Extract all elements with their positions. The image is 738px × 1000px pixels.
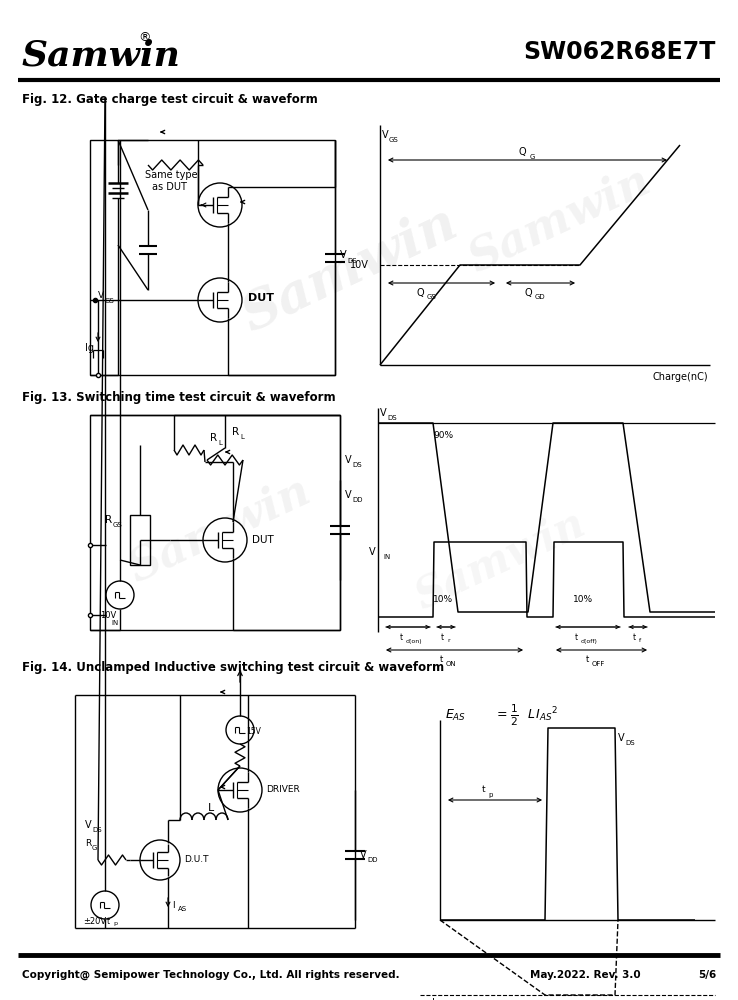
Text: Samwin: Samwin [22,38,181,72]
Text: Same type: Same type [145,170,198,180]
Text: t: t [440,656,444,664]
Text: f: f [639,639,641,644]
Text: GS: GS [105,298,114,304]
Text: 15V: 15V [246,728,261,736]
Text: GS: GS [389,137,399,143]
Text: =: = [497,708,508,722]
Text: DS: DS [92,827,102,833]
Circle shape [198,278,242,322]
Text: L: L [218,440,222,446]
Text: t: t [107,916,110,926]
Text: DD: DD [352,497,362,503]
Text: Samwin: Samwin [234,198,466,342]
Text: t: t [482,786,486,794]
Text: Samwin: Samwin [123,469,318,591]
Text: 10%: 10% [573,594,593,603]
Text: d(on): d(on) [406,639,423,644]
Text: V: V [618,733,624,743]
Text: G: G [92,845,97,851]
Text: 10V: 10V [100,610,117,619]
Text: t: t [586,656,589,664]
Text: GS: GS [113,522,123,528]
Text: DS: DS [625,740,635,746]
Text: Q: Q [519,147,526,157]
Bar [130,515,150,565]
Text: Fig. 14. Unclamped Inductive switching test circuit & waveform: Fig. 14. Unclamped Inductive switching t… [22,662,444,674]
Text: R: R [105,515,112,525]
Text: OFF: OFF [592,661,605,667]
Text: Q: Q [416,288,424,298]
Circle shape [203,518,247,562]
Bar [90,415,340,630]
Text: May.2022. Rev. 3.0: May.2022. Rev. 3.0 [530,970,641,980]
Text: Q: Q [524,288,532,298]
Text: D.U.T: D.U.T [184,856,209,864]
Text: DD: DD [367,857,378,863]
Circle shape [218,768,262,812]
Text: L: L [208,803,214,813]
Text: r: r [447,639,449,644]
Text: DUT: DUT [248,293,274,303]
Text: V: V [98,290,104,300]
Text: t: t [441,633,444,642]
Text: 10V: 10V [350,260,369,270]
Text: Copyright@ Semipower Technology Co., Ltd. All rights reserved.: Copyright@ Semipower Technology Co., Ltd… [22,970,399,980]
Text: V: V [345,490,351,500]
Text: t: t [633,633,636,642]
Text: V: V [382,130,389,140]
Text: DRIVER: DRIVER [266,786,300,794]
Text: as DUT: as DUT [152,182,187,192]
Text: DS: DS [352,462,362,468]
Text: $L\,I_{AS}{}^{2}$: $L\,I_{AS}{}^{2}$ [527,706,559,724]
Text: V: V [370,547,376,557]
Text: 5/6: 5/6 [697,970,716,980]
Circle shape [226,716,254,744]
Text: IN: IN [111,620,118,626]
Text: R: R [85,838,92,848]
Text: GS: GS [427,294,437,300]
Text: I: I [172,900,175,910]
Text: V: V [85,820,92,830]
Text: L: L [240,434,244,440]
Text: V: V [340,250,347,260]
Text: p: p [113,922,117,926]
Text: V: V [345,455,351,465]
Text: Fig. 13. Switching time test circuit & waveform: Fig. 13. Switching time test circuit & w… [22,391,336,404]
Text: $\frac{1}{2}$: $\frac{1}{2}$ [510,702,519,728]
Text: 10%: 10% [433,594,453,603]
Text: I: I [432,998,435,1000]
Text: R: R [210,433,217,443]
Text: d(off): d(off) [581,639,598,644]
Text: ±20V: ±20V [83,916,106,926]
Text: AS: AS [178,906,187,912]
Circle shape [140,840,180,880]
Text: SW062R68E7T: SW062R68E7T [524,40,716,64]
Text: ON: ON [446,661,457,667]
Text: Ig: Ig [85,343,94,353]
Text: DS: DS [347,258,356,264]
Text: G: G [529,154,535,160]
Circle shape [106,581,134,609]
Text: $E_{AS}$: $E_{AS}$ [445,707,466,723]
Text: DUT: DUT [252,535,274,545]
Text: IN: IN [383,554,390,560]
Text: R: R [232,427,239,437]
Text: t: t [575,633,578,642]
Circle shape [91,891,119,919]
Text: DS: DS [387,415,396,421]
Text: Fig. 12. Gate charge test circuit & waveform: Fig. 12. Gate charge test circuit & wave… [22,94,318,106]
Text: p: p [488,792,492,798]
Bar [90,140,335,375]
Text: 90%: 90% [433,430,453,440]
Text: Samwin: Samwin [462,159,658,281]
Circle shape [198,183,242,227]
Text: GD: GD [535,294,545,300]
Text: V: V [380,408,387,418]
Text: Samwin: Samwin [408,502,592,618]
Text: ®: ® [138,31,151,44]
Text: Charge(nC): Charge(nC) [652,372,708,382]
Text: t: t [400,633,403,642]
Text: V: V [360,850,367,860]
